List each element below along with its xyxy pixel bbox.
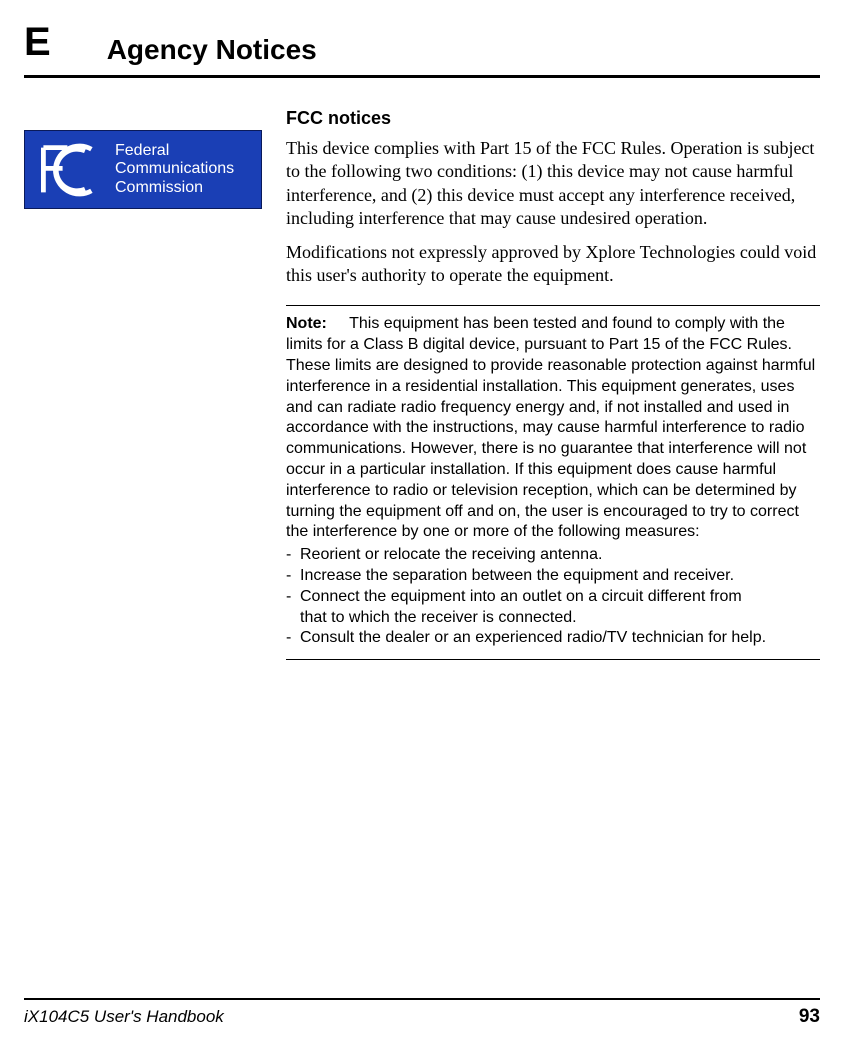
note-list-item: -Reorient or relocate the receiving ante… (286, 545, 820, 566)
footer-rule (24, 998, 820, 1000)
note-item-2: Increase the separation between the equi… (300, 566, 820, 587)
fcc-logo: Federal Communications Commission (24, 130, 262, 209)
chapter-title: Agency Notices (107, 26, 317, 66)
note-item-3-sub: that to which the receiver is connected. (286, 608, 820, 629)
note-list-item: -Connect the equipment into an outlet on… (286, 587, 820, 608)
fcc-logo-line2: Communications (115, 160, 234, 178)
chapter-letter: E (24, 20, 61, 71)
header-rule (24, 75, 820, 78)
footer-book-title: iX104C5 User's Handbook (24, 1007, 224, 1027)
note-list-item: -Consult the dealer or an experienced ra… (286, 628, 820, 649)
note-list-item: -Increase the separation between the equ… (286, 566, 820, 587)
note-item-1: Reorient or relocate the receiving anten… (300, 545, 820, 566)
body-paragraph-1: This device complies with Part 15 of the… (286, 137, 820, 231)
fcc-logo-line3: Commission (115, 179, 234, 197)
footer-page-number: 93 (799, 1006, 820, 1028)
chapter-header: E Agency Notices (24, 20, 820, 71)
fcc-seal-icon (25, 131, 113, 208)
fcc-logo-line1: Federal (115, 142, 234, 160)
note-label: Note: (286, 315, 327, 332)
note-body: This equipment has been tested and found… (286, 315, 815, 540)
body-paragraph-2: Modifications not expressly approved by … (286, 241, 820, 288)
page-footer: iX104C5 User's Handbook 93 (24, 998, 820, 1028)
note-block: Note: This equipment has been tested and… (286, 305, 820, 660)
note-item-4: Consult the dealer or an experienced rad… (300, 628, 820, 649)
section-heading: FCC notices (286, 108, 820, 129)
note-item-3: Connect the equipment into an outlet on … (300, 587, 820, 608)
